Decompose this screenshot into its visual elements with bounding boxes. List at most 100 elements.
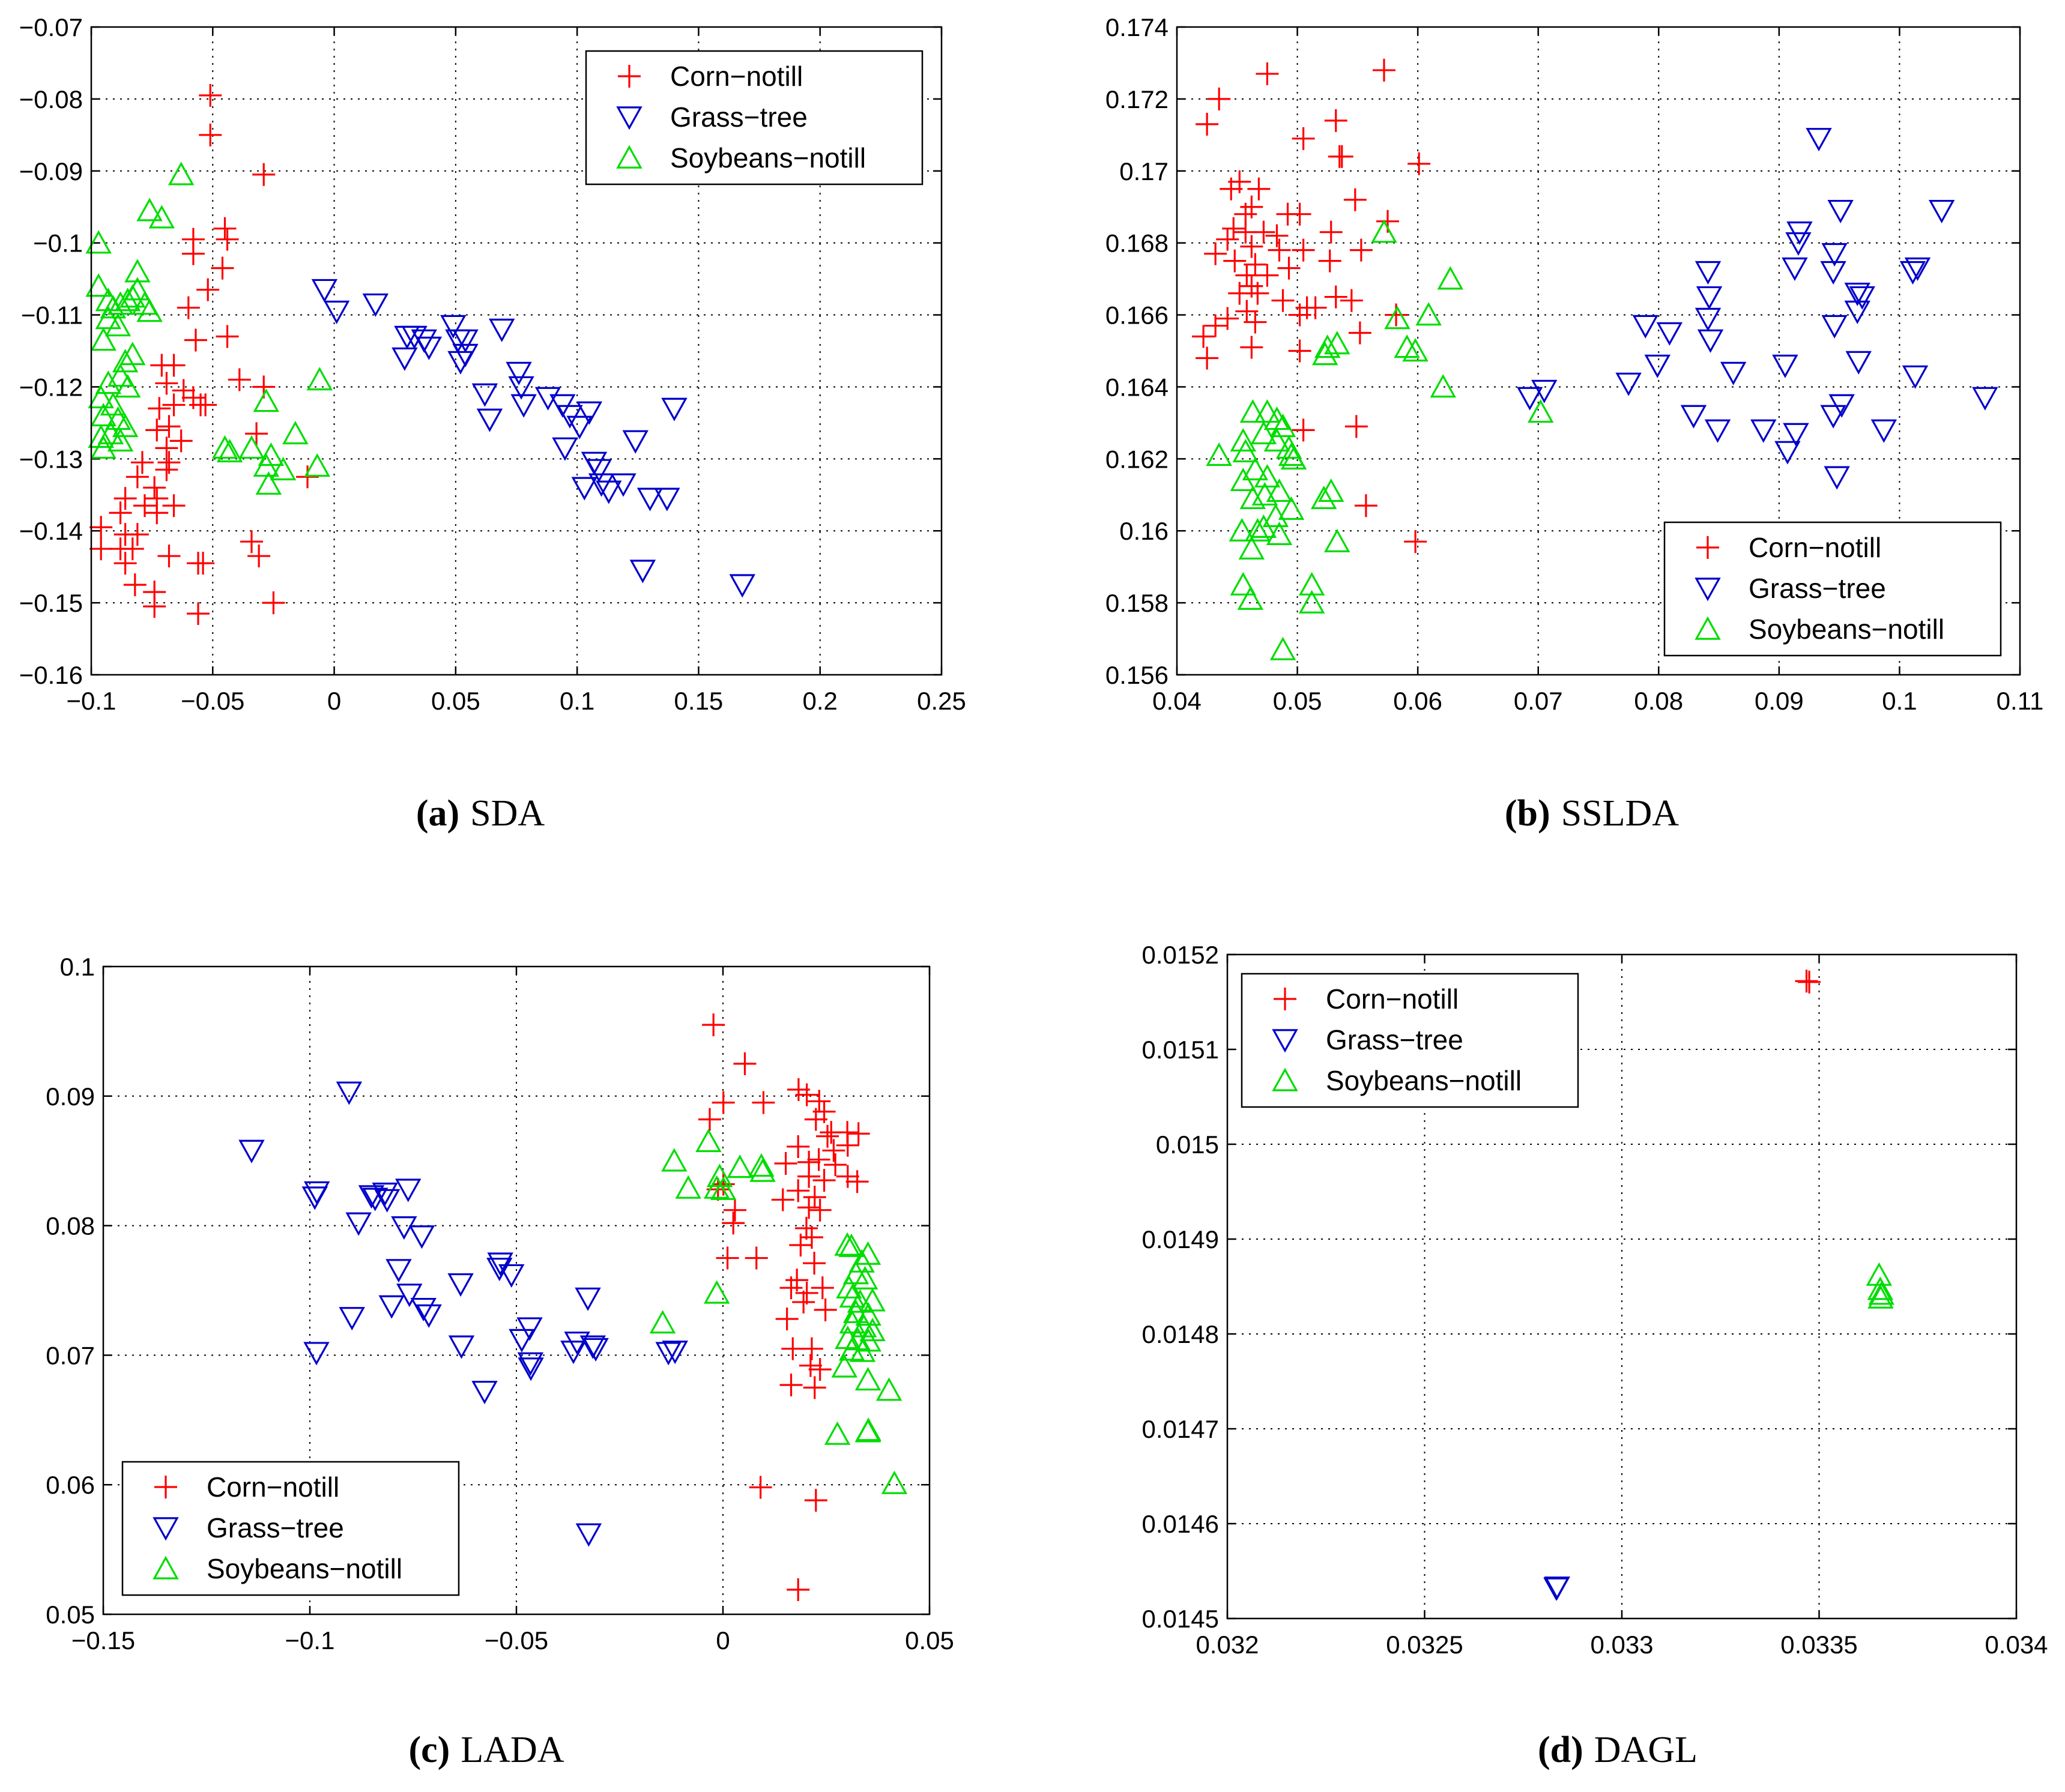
data-point [362,293,389,317]
legend-entry: Grass−tree [153,1512,344,1543]
data-point [391,1216,417,1240]
data-point [1196,112,1219,136]
y-tick-label: −0.09 [19,157,83,186]
data-point [1344,415,1368,438]
data-point [703,1280,730,1304]
data-point [125,465,149,489]
axes-frame [90,26,943,676]
caption: (a) SDA [416,793,545,834]
data-point [749,1158,776,1182]
caption-name: SSLDA [1561,793,1680,834]
data-point [216,438,243,463]
legend-entry: Corn−notill [618,61,803,92]
y-tick-label: 0.158 [1105,589,1169,617]
x-tick-label: 0.08 [1634,687,1683,715]
legend-label: Grass−tree [1326,1024,1463,1055]
data-point [834,1232,860,1256]
caption-name: SDA [470,793,545,834]
x-tick-label: 0.04 [1152,687,1202,715]
data-point [471,383,498,407]
data-point [85,273,112,297]
data-point [1697,329,1724,353]
data-point [1867,1276,1894,1300]
data-point [489,318,515,342]
legend-marker [1272,1067,1298,1091]
data-point [588,473,615,497]
data-point [448,1335,475,1359]
legend-label: Grass−tree [1749,573,1886,604]
data-point [1371,219,1397,243]
data-point [282,421,309,445]
data-point [1430,374,1456,398]
data-point [552,437,578,461]
data-point [849,1338,876,1362]
y-tick-label: −0.12 [19,373,83,401]
data-point [90,403,116,427]
data-point [1277,256,1301,280]
data-point [145,418,169,442]
x-tick-label: 0.06 [1393,687,1442,715]
panel-d: 0.032 0.0325 0.033 0.0335 0.034 0.0145 0.0146 0… [1142,941,2048,1770]
data-point [1680,405,1707,429]
data-point [1298,572,1325,596]
legend-entry: Grass−tree [1272,1024,1463,1055]
data-point [192,552,215,575]
data-point [575,1523,602,1547]
data-point [1824,466,1850,490]
legend-marker [618,65,641,88]
caption-label: (d) [1538,1730,1583,1770]
y-tick-label: −0.14 [19,517,83,545]
data-point [787,1179,810,1202]
x-tick-label: −0.1 [67,687,116,715]
data-point [1528,399,1554,423]
data-point [1632,315,1658,339]
data-point [1870,419,1897,443]
data-point [1311,342,1338,366]
data-point [157,415,181,438]
data-point [1695,261,1722,285]
data-point [816,1124,839,1148]
legend-label: Corn−notill [1749,532,1881,563]
data-point [1244,310,1267,334]
data-point [752,1091,775,1114]
data-point [89,537,113,561]
legend-marker [153,1517,179,1541]
data-point [675,1175,701,1199]
x-tick-label: 0.09 [1755,687,1804,715]
data-point [336,1081,363,1105]
data-point [789,1233,812,1257]
caption-label: (a) [416,793,459,834]
legend-label: Soybeans−notill [207,1553,402,1584]
data-point [303,1181,330,1205]
data-point [155,436,178,460]
data-point [211,256,234,280]
data-point [1656,322,1683,346]
data-point [1254,399,1281,423]
y-tick-label: 0.156 [1105,661,1169,689]
data-point [90,327,116,351]
data-point [875,1377,902,1401]
caption: (c) LADA [408,1730,564,1770]
data-point [706,1163,733,1187]
data-point [1240,336,1263,359]
data-point [107,291,134,315]
data-point [854,1419,881,1443]
data-point [517,1352,544,1376]
data-point [716,1246,739,1270]
data-point [1262,503,1289,527]
data-point [1349,238,1373,262]
data-point [661,1148,688,1172]
data-point [1385,303,1408,327]
data-point [1237,586,1264,610]
caption-name: DAGL [1594,1730,1698,1770]
y-tick-label: 0.0147 [1142,1415,1219,1443]
x-tick-label: −0.05 [181,687,244,715]
data-point [779,1276,803,1300]
data-point [836,1133,859,1157]
data-point [199,123,222,146]
legend-entry: Corn−notill [1274,983,1459,1015]
data-point [113,487,137,510]
data-point [795,1281,818,1305]
data-point [1304,296,1327,319]
data-point [629,560,656,584]
